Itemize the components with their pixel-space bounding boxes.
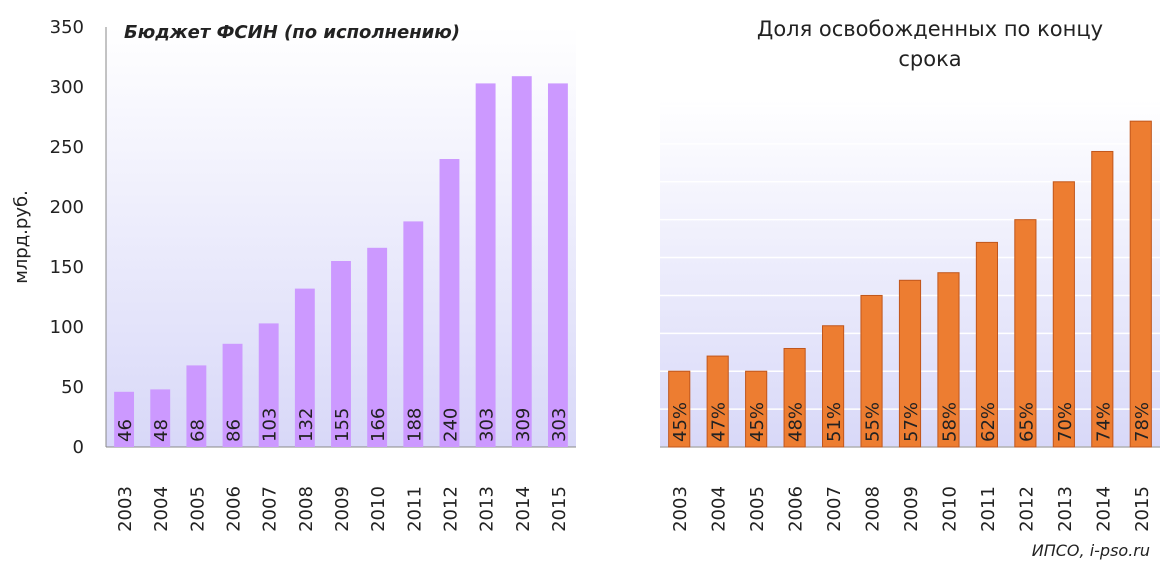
bar: [975, 241, 998, 448]
value-label: 55%: [863, 402, 884, 442]
value-label: 48: [151, 419, 172, 442]
value-label: 62%: [978, 402, 999, 442]
x-tick-label: 2005: [747, 486, 768, 532]
footer: ИПСО, i-pso.ru: [1032, 541, 1150, 560]
value-label: 155: [332, 408, 353, 442]
x-tick-label: 2008: [296, 486, 317, 532]
bar: [1129, 120, 1152, 448]
bar: [1014, 219, 1037, 448]
value-label: 70%: [1055, 402, 1076, 442]
x-tick-label: 2014: [513, 486, 534, 532]
bar: [898, 279, 922, 448]
value-label: 188: [404, 408, 425, 442]
y-tick-label: 250: [50, 137, 84, 158]
x-tick-label: 2009: [332, 486, 353, 532]
x-tick-label: 2015: [549, 486, 570, 532]
bar: [294, 288, 315, 447]
value-label: 48%: [786, 402, 807, 442]
x-tick-label: 2007: [260, 486, 281, 532]
x-tick-label: 2011: [978, 486, 999, 532]
x-tick-label: 2008: [863, 486, 884, 532]
x-tick-label: 2005: [187, 486, 208, 532]
x-tick-label: 2004: [151, 486, 172, 532]
value-label: 47%: [709, 402, 730, 442]
bar: [547, 83, 568, 448]
value-label: 51%: [824, 402, 845, 442]
value-label: 65%: [1016, 402, 1037, 442]
x-tick-label: 2015: [1132, 486, 1153, 532]
value-label: 103: [260, 408, 281, 442]
bar: [186, 365, 207, 447]
value-label: 68: [187, 419, 208, 442]
bar: [1052, 181, 1075, 448]
value-label: 45%: [747, 402, 768, 442]
x-tick-label: 2010: [368, 486, 389, 532]
bar: [150, 389, 171, 447]
x-tick-label: 2012: [440, 486, 461, 532]
y-tick-label: 350: [50, 17, 84, 38]
x-tick-label: 2007: [824, 486, 845, 532]
bar: [822, 325, 845, 448]
x-tick-label: 2013: [477, 486, 498, 532]
x-tick-label: 2009: [901, 486, 922, 532]
bar: [331, 261, 351, 447]
bar: [860, 294, 883, 448]
bar: [783, 347, 806, 448]
bar: [475, 83, 496, 448]
bar: [222, 343, 243, 447]
x-tick-label: 2006: [786, 486, 807, 532]
value-label: 45%: [670, 402, 691, 442]
y-tick-label: 200: [50, 197, 84, 218]
bar: [367, 247, 388, 447]
bar: [706, 355, 729, 448]
value-label: 132: [296, 408, 317, 442]
value-label: 166: [368, 408, 389, 442]
y-tick-label: 100: [50, 317, 84, 338]
x-tick-label: 2004: [709, 486, 730, 532]
x-tick-label: 2006: [224, 486, 245, 532]
value-label: 86: [224, 419, 245, 442]
value-label: 303: [477, 408, 498, 442]
bar: [439, 159, 460, 447]
bar: [668, 370, 691, 448]
bar: [511, 76, 532, 447]
y-tick-label: 0: [73, 437, 84, 458]
x-tick-label: 2012: [1016, 486, 1037, 532]
value-label: 74%: [1093, 402, 1114, 442]
bar: [1091, 150, 1114, 448]
y-tick-label: 50: [61, 377, 84, 398]
value-label: 78%: [1132, 402, 1153, 442]
x-tick-label: 2011: [404, 486, 425, 532]
x-tick-label: 2003: [115, 486, 136, 532]
bar: [114, 391, 135, 447]
bar: [937, 272, 960, 448]
x-tick-label: 2013: [1055, 486, 1076, 532]
value-label: 303: [549, 408, 570, 442]
chart-title: Доля освобожденных по концу срока: [757, 17, 1103, 71]
x-tick-label: 2003: [670, 486, 691, 532]
x-tick-label: 2010: [939, 486, 960, 532]
x-tick-label: 2014: [1093, 486, 1114, 532]
value-label: 240: [440, 408, 461, 442]
bar: [745, 370, 768, 448]
chart-title: Бюджет ФСИН (по исполнению): [124, 22, 460, 43]
value-label: 58%: [939, 402, 960, 442]
value-label: 46: [115, 419, 136, 442]
y-tick-label: 300: [50, 77, 84, 98]
value-label: 57%: [901, 402, 922, 442]
y-tick-label: 150: [50, 257, 84, 278]
value-label: 309: [513, 408, 534, 442]
y-axis-label: млрд.руб.: [11, 190, 32, 284]
bar: [403, 221, 424, 447]
bar: [258, 323, 279, 447]
